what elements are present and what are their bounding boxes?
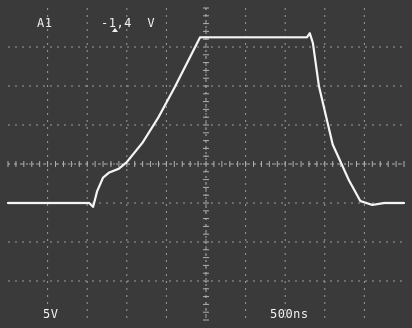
trigger-marker-icon [112, 28, 118, 32]
signal-trace [6, 32, 406, 208]
time-per-division: 500ns [270, 307, 309, 321]
channel-label: A1 [37, 16, 53, 30]
trigger-level-readout: -1,4 V [101, 16, 156, 30]
volts-per-division: 5V [43, 307, 59, 321]
